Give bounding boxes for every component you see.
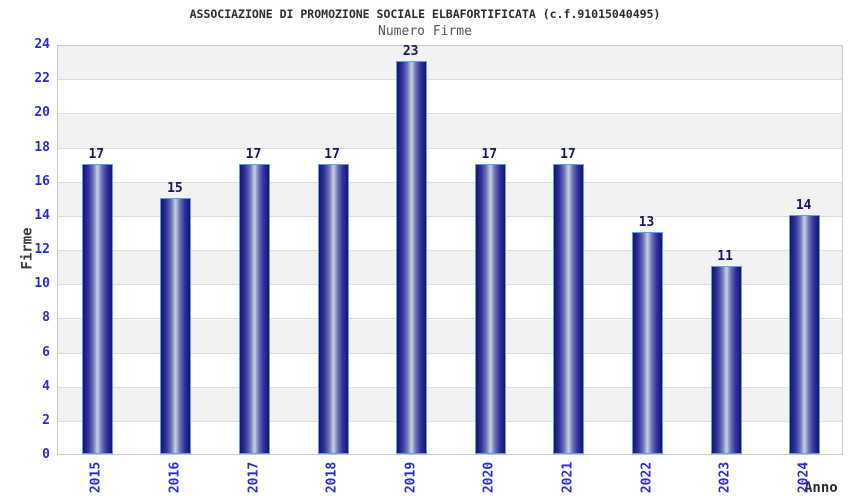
bar-value-2015: 17	[88, 147, 105, 162]
bar-2019	[396, 61, 428, 454]
bar-2016	[160, 198, 192, 454]
bar-value-2018: 17	[324, 147, 340, 162]
gridline-y2	[58, 420, 842, 422]
bar-value-2022: 13	[638, 215, 655, 230]
gridline-y10	[58, 284, 842, 286]
x-tick-label-2017: 2017	[246, 461, 261, 494]
chart-subtitle: Numero Firme	[378, 24, 472, 39]
bar-2018	[317, 164, 349, 454]
y-tick-label-16: 16	[34, 173, 50, 189]
y-tick-label-24: 24	[34, 37, 50, 52]
bar-2020	[474, 164, 506, 454]
gridline-y8	[58, 318, 842, 320]
x-tick-label-2019: 2019	[403, 461, 419, 494]
gridline-y4	[58, 386, 842, 388]
y-tick-label-14: 14	[34, 207, 50, 223]
bar-value-2019: 23	[402, 44, 419, 59]
gridline-y12	[58, 250, 842, 251]
x-tick-label-2024: 2024	[796, 461, 812, 494]
bar-value-2016: 15	[167, 181, 183, 196]
bar-value-2021: 17	[560, 147, 576, 162]
gridline-y16	[58, 181, 842, 183]
y-tick-label-18: 18	[34, 139, 50, 155]
y-tick-label-20: 20	[34, 105, 50, 121]
gridline-y6	[58, 352, 842, 354]
plot-area	[57, 45, 843, 455]
bar-2022	[632, 232, 663, 454]
y-tick-label-0: 0	[42, 447, 50, 462]
bar-2023	[710, 266, 742, 454]
gridline-y22	[58, 79, 842, 81]
x-tick-label-2018: 2018	[324, 461, 340, 494]
y-tick-label-6: 6	[42, 344, 50, 360]
x-tick-label-2016: 2016	[167, 461, 183, 494]
bar-value-2023: 11	[717, 249, 733, 264]
x-tick-label-2023: 2023	[717, 461, 733, 494]
y-tick-label-4: 4	[42, 378, 50, 394]
gridline-y14	[58, 215, 842, 217]
x-tick-label-2020: 2020	[481, 461, 497, 494]
x-axis-title: Anno	[804, 480, 838, 496]
bar-2015	[81, 164, 113, 454]
y-tick-label-22: 22	[34, 71, 50, 87]
chart-title: ASSOCIAZIONE DI PROMOZIONE SOCIALE ELBAF…	[189, 7, 661, 21]
x-tick-label-2021: 2021	[560, 461, 576, 494]
bar-2017	[239, 164, 270, 454]
x-tick-label-2015: 2015	[88, 461, 104, 494]
gridline-y18	[58, 147, 842, 149]
y-tick-label-10: 10	[34, 276, 50, 292]
bar-2024	[789, 215, 821, 454]
y-tick-label-12: 12	[34, 242, 50, 257]
bar-value-2020: 17	[481, 147, 498, 162]
x-tick-label-2022: 2022	[639, 461, 654, 494]
y-tick-label-2: 2	[42, 412, 50, 428]
bar-2021	[553, 164, 585, 454]
y-tick-label-8: 8	[42, 310, 50, 326]
bar-value-2024: 14	[795, 198, 812, 213]
gridline-y20	[58, 113, 842, 115]
bar-value-2017: 17	[245, 147, 262, 162]
